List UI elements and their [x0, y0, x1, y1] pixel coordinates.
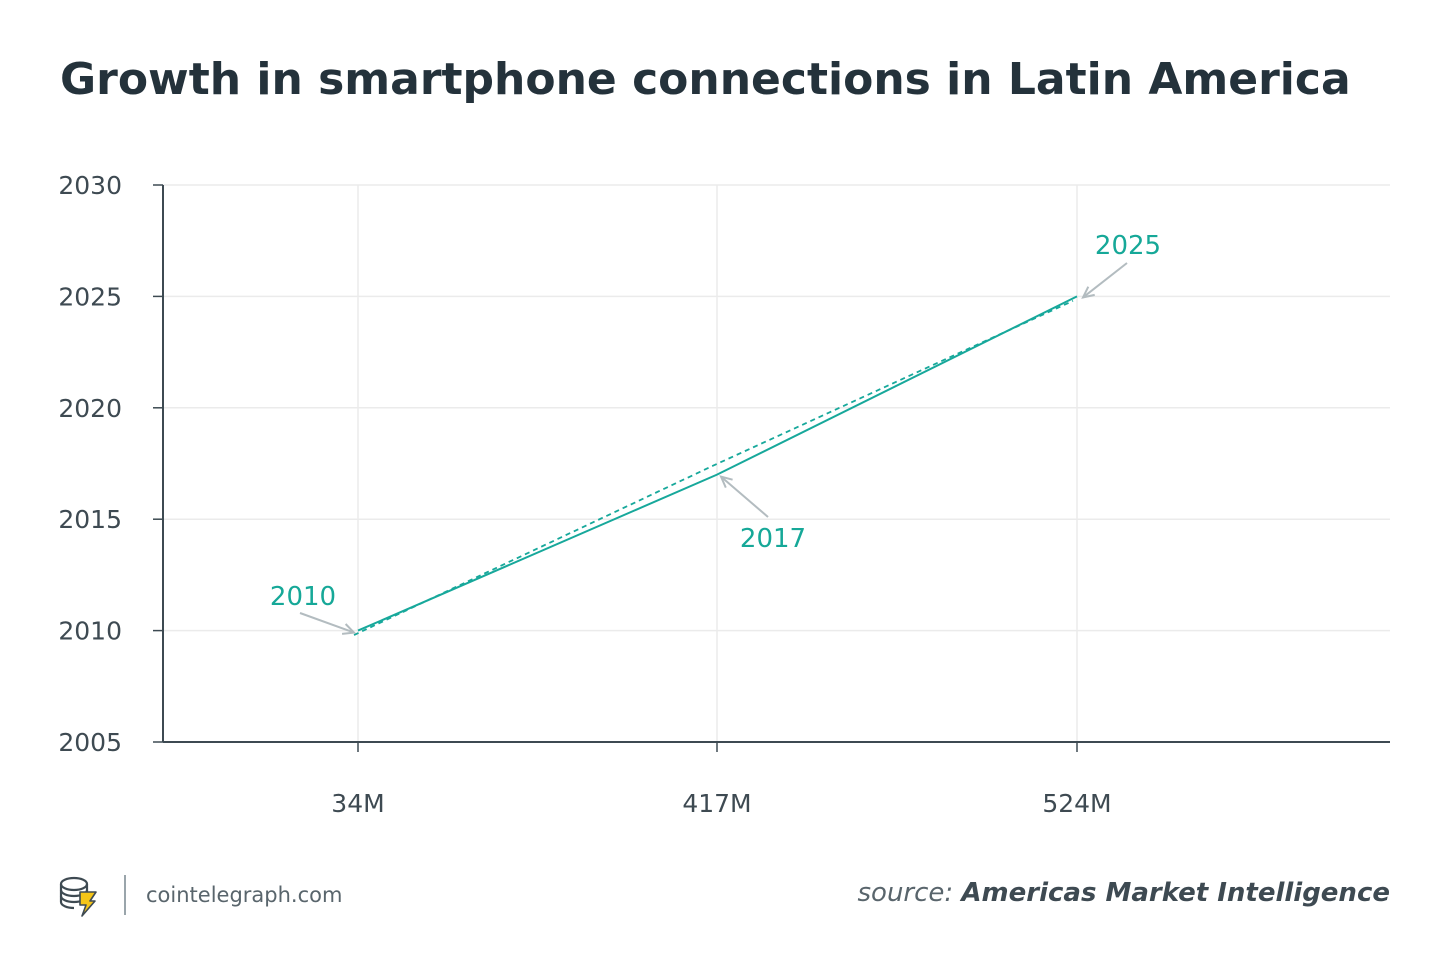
- chart-title: Growth in smartphone connections in Lati…: [60, 54, 1351, 105]
- axes: [162, 185, 1390, 743]
- x-tick-label: 34M: [331, 789, 384, 818]
- annotation-arrow: [299, 612, 355, 634]
- annotation-label: 2010: [270, 582, 336, 612]
- vertical-gridlines: [357, 185, 1078, 742]
- annotation-arrowhead: [1081, 286, 1095, 299]
- series: [353, 295, 1078, 636]
- x-tick-label: 524M: [1042, 789, 1111, 818]
- annotation-label: 2025: [1095, 231, 1161, 261]
- annotation-arrow: [1082, 262, 1128, 299]
- annotation-2010: 2010: [270, 582, 357, 635]
- y-tick-label: 2030: [58, 171, 122, 200]
- y-tick-label: 2005: [58, 728, 122, 757]
- source-prefix: source:: [857, 878, 954, 908]
- y-axis-ticks: 2005 2010 2015 2020 2025 2030: [58, 171, 163, 757]
- x-axis-ticks: 34M 417M 524M: [331, 742, 1112, 818]
- y-tick-label: 2020: [58, 394, 122, 423]
- annotation-arrow: [720, 475, 769, 518]
- cointelegraph-logo-icon: [59, 876, 97, 917]
- annotation-arrowhead: [341, 623, 357, 635]
- annotation-2017: 2017: [719, 475, 806, 554]
- trend-line: [353, 300, 1074, 636]
- annotations: 2010 2017 2025: [270, 231, 1161, 635]
- y-tick-label: 2010: [58, 617, 122, 646]
- series-line: [357, 295, 1078, 632]
- annotation-2025: 2025: [1081, 231, 1161, 299]
- y-tick-label: 2025: [58, 282, 122, 311]
- annotation-arrowhead: [719, 475, 733, 489]
- source-credit: source: Americas Market Intelligence: [857, 878, 1390, 908]
- site-name: cointelegraph.com: [146, 883, 343, 907]
- footer-divider: [124, 875, 126, 915]
- horizontal-gridlines: [163, 184, 1390, 632]
- source-name: Americas Market Intelligence: [961, 878, 1390, 908]
- y-tick-label: 2015: [58, 505, 122, 534]
- x-tick-label: 417M: [682, 789, 751, 818]
- annotation-label: 2017: [740, 524, 806, 554]
- footer-brand: cointelegraph.com: [58, 872, 342, 918]
